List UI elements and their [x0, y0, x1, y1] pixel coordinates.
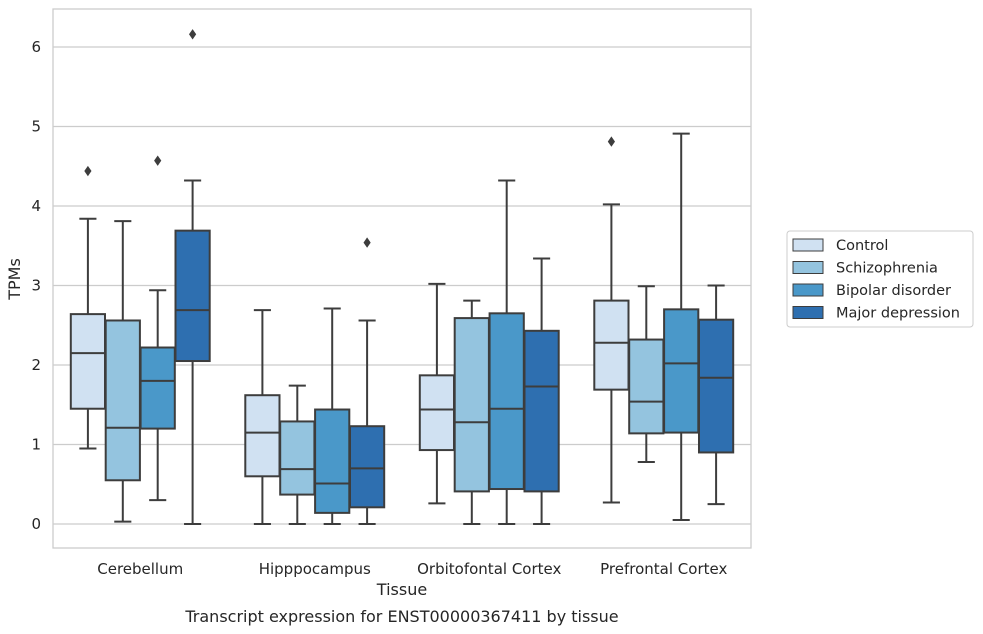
legend: Control Schizophrenia Bipolar disorder Majo… [786, 230, 974, 328]
box [279, 384, 316, 525]
box-body [69, 313, 107, 410]
box-body [348, 425, 386, 509]
box [139, 155, 176, 502]
legend-swatch [792, 306, 824, 319]
x-tick-label: Prefrontal Cortex [600, 560, 727, 578]
outlier-point [154, 155, 162, 166]
box [628, 285, 665, 463]
box-body [104, 319, 141, 482]
box-body [488, 312, 525, 491]
legend-swatch [792, 283, 824, 297]
x-tick-label: Orbitofontal Cortex [417, 560, 561, 578]
box [314, 307, 351, 525]
box [418, 282, 456, 505]
y-tick-label: 6 [31, 38, 41, 56]
figure-caption: Transcript expression for ENST0000036741… [184, 607, 618, 626]
box-body [139, 346, 176, 430]
box-body [628, 338, 665, 435]
box-body [697, 318, 735, 454]
box [348, 237, 386, 525]
box-body [174, 229, 211, 363]
legend-swatch [792, 261, 824, 274]
x-axis-label: Tissue [376, 580, 427, 599]
legend-label: Major depression [836, 306, 960, 322]
y-tick-label: 0 [31, 515, 41, 533]
box-body [663, 308, 700, 434]
legend-frame [786, 230, 974, 328]
boxes [69, 29, 735, 525]
plot-area-frame [52, 8, 752, 549]
box [69, 165, 107, 450]
box-body [453, 317, 490, 493]
outlier-point [363, 237, 371, 248]
x-axis-ticks: Cerebellum Hipppocampus Orbitofontal Corte… [97, 560, 727, 578]
legend-swatch [792, 238, 824, 252]
box-body [279, 420, 316, 496]
x-tick-label: Cerebellum [97, 560, 183, 578]
y-tick-label: 3 [31, 277, 41, 295]
y-tick-label: 1 [31, 436, 41, 454]
box-body [314, 408, 351, 514]
legend-label: Schizophrenia [836, 261, 938, 277]
box-body [523, 329, 560, 493]
outlier-point [607, 136, 615, 147]
box [453, 299, 490, 525]
outlier-point [189, 29, 197, 40]
y-axis-ticks: 0 1 2 3 4 5 6 [31, 38, 41, 533]
box [104, 220, 141, 523]
y-tick-label: 4 [31, 197, 41, 215]
box-body [244, 394, 281, 478]
box [593, 136, 630, 504]
box [663, 132, 700, 522]
box [174, 29, 211, 525]
y-tick-label: 2 [31, 356, 41, 374]
box-body [418, 374, 456, 452]
box [697, 284, 735, 506]
x-tick-label: Hipppocampus [259, 560, 371, 578]
box [488, 179, 525, 525]
legend-label: Control [836, 238, 888, 254]
box-body [593, 299, 630, 391]
legend-label: Bipolar disorder [836, 283, 951, 299]
outlier-point [84, 165, 92, 177]
y-tick-label: 5 [31, 118, 41, 136]
box [244, 309, 281, 525]
box [523, 257, 560, 525]
y-axis-label: TPMs [5, 258, 24, 301]
